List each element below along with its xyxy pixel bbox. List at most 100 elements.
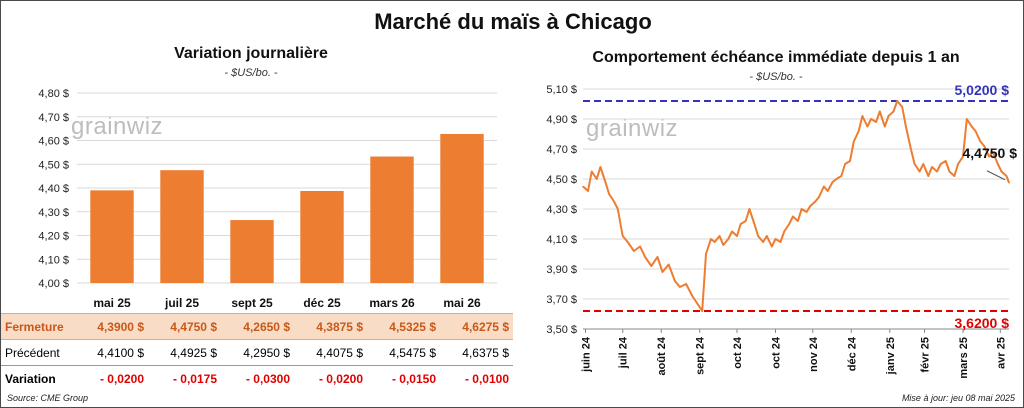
x-tick-label: juin 24 [580,336,592,373]
data-point [922,163,925,165]
data-point [674,280,676,282]
data-point [861,115,864,117]
x-tick-label: déc 25 [303,296,341,310]
data-point [590,170,593,173]
data-point [710,238,712,240]
data-point [1005,175,1008,177]
table-cell: 4,3900 $ [97,319,144,334]
data-point [939,163,942,165]
data-point [844,163,846,165]
x-tick-label: mai 25 [93,296,131,310]
data-point [587,190,589,192]
data-point [739,223,742,225]
table-cell: 4,5325 $ [389,319,436,334]
data-point [826,190,829,192]
data-point [705,253,707,255]
data-point [831,181,834,183]
y-tick-label: 4,10 $ [38,254,69,266]
table-cell: 4,4925 $ [170,345,217,360]
data-point [661,271,664,273]
table-row-precedent: Précédent 4,4100 $ 4,4925 $ 4,2950 $ 4,4… [1,340,513,366]
data-point [774,238,777,240]
data-point [766,235,768,237]
table-row-variation: Variation - 0,0200 - 0,0175 - 0,0300 - 0… [1,366,513,392]
y-tick-label: 3,70 $ [546,294,577,306]
data-point [744,220,747,222]
data-point [879,110,881,113]
table-cell: 4,2950 $ [243,345,290,360]
data-point [792,215,794,218]
data-point [835,178,838,180]
data-point [905,125,907,128]
x-tick-label: avr 25 [995,337,1007,369]
x-tick-label: juil 25 [164,296,199,310]
x-tick-label: oct 24 [771,336,783,369]
data-point [870,118,872,120]
data-point [626,241,629,243]
x-tick-label: juil 24 [618,336,630,369]
bar [90,190,134,283]
y-tick-label: 3,90 $ [546,264,577,276]
x-tick-label: mars 26 [369,296,415,310]
data-point [722,244,725,246]
x-tick-label: janv 25 [885,337,897,375]
data-point [823,185,825,188]
data-point [965,118,968,120]
data-point [979,140,982,143]
x-tick-label: mars 25 [958,337,970,379]
data-point [718,235,721,237]
data-point [613,200,615,203]
data-point [736,235,738,237]
y-tick-label: 4,50 $ [38,159,69,171]
y-tick-label: 4,30 $ [546,204,577,216]
data-point [875,121,877,123]
y-tick-label: 4,30 $ [38,207,69,219]
y-tick-label: 4,00 $ [38,278,69,290]
update-note: Mise à jour: jeu 08 mai 2025 [901,393,1015,403]
data-point [770,245,773,248]
data-point [927,175,930,177]
bar [370,156,414,283]
price-series-line [582,100,1010,312]
left-watermark-logo: grainwiz [71,113,164,140]
right-chart-unit: - $US/bo. - [749,71,803,83]
row-label-fermeture: Fermeture [5,319,64,334]
data-point [650,265,653,267]
data-point [582,185,584,188]
data-point [818,196,820,198]
data-point [757,235,759,237]
y-tick-label: 5,10 $ [546,84,577,96]
table-cell: 4,4100 $ [97,345,144,360]
price-table: Fermeture 4,3900 $ 4,4750 $ 4,2650 $ 4,3… [1,313,513,392]
table-cell: 4,6275 $ [462,319,509,334]
y-tick-label: 4,90 $ [546,114,577,126]
table-cell: - 0,0200 [318,371,363,386]
y-tick-label: 4,80 $ [38,88,69,100]
right-chart-title: Comportement échéance immédiate depuis 1… [592,49,960,66]
data-point [797,220,799,222]
data-point [783,230,786,233]
table-row-fermeture: Fermeture 4,3900 $ 4,4750 $ 4,2650 $ 4,3… [1,313,513,340]
data-point [691,295,694,297]
data-point [616,208,619,210]
x-tick-label: nov 24 [808,336,820,372]
data-point [957,163,959,165]
data-point [727,238,730,240]
data-point [1000,170,1003,173]
bar [230,220,274,283]
data-point [857,130,860,132]
data-point [988,155,990,158]
data-point [974,130,977,132]
y-tick-label: 4,70 $ [38,112,69,124]
data-point [805,211,808,213]
table-cell: 4,6375 $ [462,345,509,360]
data-point [936,170,938,173]
data-point [840,175,843,177]
x-tick-label: mai 26 [443,296,481,310]
data-point [656,256,659,258]
data-point [948,170,951,173]
data-point [604,181,607,183]
left-chart-title: Variation journalière [174,45,328,62]
data-point [762,241,764,243]
